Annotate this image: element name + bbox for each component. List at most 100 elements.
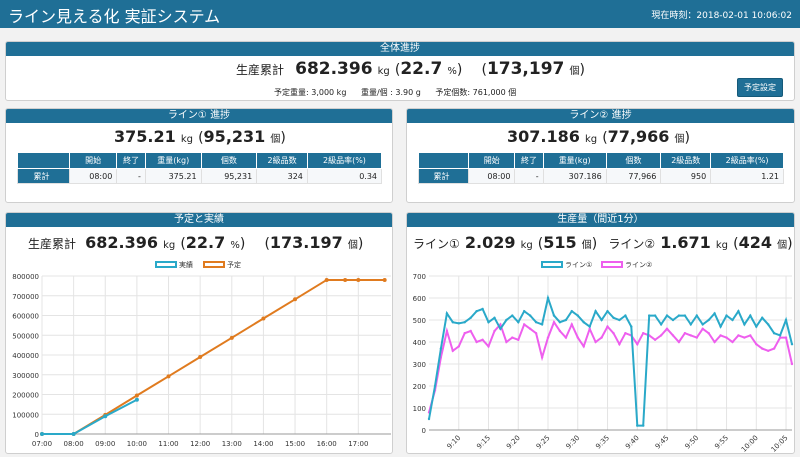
rate-line1-count: 515 <box>543 233 577 252</box>
data-point <box>499 323 502 326</box>
y-tick-label: 700000 <box>12 293 39 301</box>
legend-swatch <box>155 261 177 268</box>
y-tick-label: 400000 <box>12 352 39 360</box>
legend-swatch <box>541 261 563 268</box>
data-point <box>529 327 532 330</box>
table-cell: - <box>116 168 146 184</box>
data-point <box>636 343 639 346</box>
line2-count-open: ( <box>602 130 608 146</box>
data-point <box>261 316 266 321</box>
x-tick-label: 10:00 <box>740 434 760 453</box>
data-point <box>499 327 502 330</box>
data-point <box>582 321 585 324</box>
data-point <box>612 332 615 335</box>
data-point <box>731 318 734 322</box>
data-point <box>731 340 734 344</box>
table-header: 個数 <box>200 152 258 169</box>
data-point <box>546 296 550 300</box>
data-point <box>356 277 361 282</box>
plan-actual-kg-unit: kg <box>163 240 176 251</box>
y-tick-label: 200000 <box>12 392 39 400</box>
data-point <box>552 321 556 324</box>
data-point <box>540 356 544 359</box>
data-point <box>540 323 544 326</box>
data-point <box>229 335 234 340</box>
data-point <box>761 347 764 350</box>
overall-pct: 22.7 <box>400 59 443 79</box>
plan-actual-summary: 生産累計 682.396 kg (22.7 %) (173.197 個) <box>28 233 363 252</box>
data-point <box>505 318 508 322</box>
data-point <box>743 323 746 326</box>
data-point <box>737 310 740 313</box>
data-point <box>677 340 681 344</box>
data-point <box>475 340 478 344</box>
y-tick-label: 300000 <box>12 372 39 380</box>
data-point <box>743 336 746 339</box>
rate-line2-label: ライン② <box>608 237 656 251</box>
data-point <box>671 334 675 337</box>
data-point <box>671 318 675 322</box>
table-cell: 307.186 <box>542 168 607 184</box>
rate-line1-count-close: ) <box>591 236 598 252</box>
y-tick-label: 100000 <box>12 411 39 419</box>
table-header: 2級品数 <box>256 152 308 169</box>
table-header: 個数 <box>605 152 662 169</box>
data-point <box>457 322 460 325</box>
data-point <box>600 336 603 339</box>
overall-summary: 生産累計 682.396 kg (22.7 %) (173,197 個) <box>236 59 585 79</box>
line1-table: 開始 終了 重量(kg) 個数 2級品数 2級品率(%) 累計 08:00 - … <box>17 152 383 184</box>
data-point <box>534 321 538 324</box>
line1-kg-unit: kg <box>180 134 193 145</box>
series-line-actual <box>42 398 138 435</box>
data-point <box>784 336 788 339</box>
data-point <box>713 312 716 315</box>
x-tick-label: 17:00 <box>348 440 368 448</box>
table-cell: 95,231 <box>200 168 258 184</box>
data-point <box>719 325 722 328</box>
overall-pct-close: ) <box>456 62 463 78</box>
x-tick-label: 14:00 <box>253 440 273 448</box>
x-tick-label: 9:15 <box>475 434 492 451</box>
legend-swatch <box>601 261 623 268</box>
data-point <box>767 323 770 326</box>
data-point <box>576 314 579 317</box>
data-point <box>469 316 472 319</box>
data-point <box>683 332 687 335</box>
line2-kg: 307.186 <box>507 127 580 146</box>
x-tick-label: 11:00 <box>158 440 178 448</box>
x-tick-label: 9:55 <box>713 434 730 451</box>
data-point <box>481 338 484 341</box>
plan-actual-count-unit: 個 <box>347 240 358 251</box>
data-point <box>665 327 669 330</box>
data-point <box>588 325 591 328</box>
legend-label: ライン② <box>625 261 652 269</box>
rate-line1-count-unit: 個 <box>581 240 592 251</box>
x-tick-label: 9:40 <box>624 434 641 451</box>
table-header-row: 開始 終了 重量(kg) 個数 2級品数 2級品率(%) <box>418 152 784 169</box>
data-point <box>648 314 651 317</box>
rate-line2-count-unit: 個 <box>777 240 788 251</box>
data-point <box>451 349 454 352</box>
overall-kg-unit: kg <box>377 66 390 77</box>
data-point <box>103 414 108 419</box>
x-tick-label: 10:00 <box>127 440 147 448</box>
plan-actual-header: 予定と実績 <box>6 213 392 227</box>
data-point <box>778 336 782 339</box>
rate-line1-label: ライン① <box>413 237 460 251</box>
line1-panel: ライン① 進捗 375.21 kg (95,231 個) 開始 終了 重量(kg… <box>5 108 393 203</box>
data-point <box>564 318 568 322</box>
data-point <box>546 336 550 339</box>
legend-label: 予定 <box>227 260 241 269</box>
per-piece-weight: 重量/個 : 3.90 g <box>360 88 421 97</box>
data-point <box>324 277 329 282</box>
line1-count-open: ( <box>198 130 204 146</box>
data-point <box>439 347 443 350</box>
table-cell: 375.21 <box>144 168 202 184</box>
overall-count-open: ( <box>481 62 487 78</box>
line1-summary: 375.21 kg (95,231 個) <box>114 127 286 146</box>
top-bar: ライン見える化 実証システム 現在時刻：2018-02-01 10:06:02 <box>0 0 800 28</box>
table-header: 2級品数 <box>660 152 712 169</box>
plan-settings-button[interactable]: 予定設定 <box>737 78 783 97</box>
data-point <box>493 316 496 319</box>
line2-count-unit: 個 <box>674 134 685 145</box>
